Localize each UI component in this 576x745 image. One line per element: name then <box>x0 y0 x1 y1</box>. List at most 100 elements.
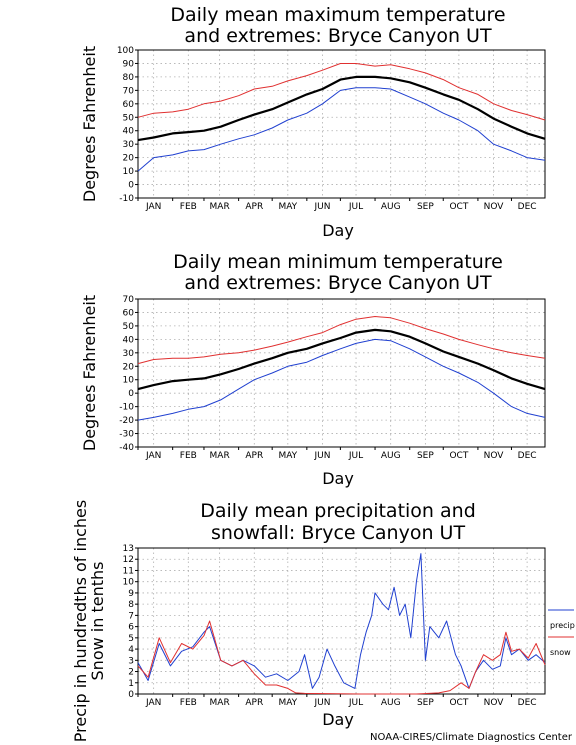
y-tick-label: 10 <box>123 167 135 177</box>
chart-title-line: and extremes: Bryce Canyon UT <box>184 25 492 47</box>
x-tick-label: NOV <box>484 202 505 212</box>
x-tick-label: APR <box>245 698 263 708</box>
y-tick-label: 0 <box>128 690 134 700</box>
y-tick-label: 7 <box>128 611 134 621</box>
y-tick-label: 70 <box>123 86 135 96</box>
grid <box>138 298 545 448</box>
x-tick-label: APR <box>245 202 263 212</box>
x-tick-label: DEC <box>518 698 537 708</box>
y-axis-label-line: Snow in tenths <box>88 562 107 681</box>
x-tick-label: FEB <box>180 202 197 212</box>
legend-label: snow <box>550 648 571 657</box>
y-tick-label: 0 <box>128 181 134 191</box>
y-axis-label: Degrees Fahrenheit <box>80 46 99 202</box>
series-line-precip <box>137 553 546 689</box>
x-axis-label: Day <box>322 221 354 240</box>
y-tick-label: -40 <box>119 443 134 453</box>
y-tick-label: 80 <box>123 73 135 83</box>
legend: precip snow <box>548 609 575 657</box>
y-axis-label-line: Precip in hundredths of inches <box>71 500 90 742</box>
x-tick-label: AUG <box>381 698 401 708</box>
x-tick-label: MAR <box>210 451 230 461</box>
x-tick-label: JUN <box>313 202 330 212</box>
y-tick-label: -30 <box>119 430 134 440</box>
x-tick-label: OCT <box>449 202 468 212</box>
x-tick-label: MAY <box>278 202 297 212</box>
y-tick-label: 5 <box>128 634 134 644</box>
x-tick-label: FEB <box>180 451 197 461</box>
plot-frame <box>137 547 546 695</box>
y-tick-label: 60 <box>123 308 135 318</box>
y-tick-label: 2 <box>128 668 134 678</box>
x-tick-label: JAN <box>145 698 161 708</box>
x-tick-label: MAR <box>210 202 230 212</box>
x-tick-label: AUG <box>381 451 401 461</box>
y-tick-label: 8 <box>128 600 134 610</box>
series-line-min <box>137 87 546 172</box>
y-tick-label: 12 <box>123 555 134 565</box>
x-tick-label: JAN <box>145 202 161 212</box>
y-tick-label: 9 <box>128 589 134 599</box>
series-line-mean <box>137 328 546 391</box>
y-tick-label: 20 <box>123 154 135 164</box>
x-tick-label: AUG <box>381 202 401 212</box>
y-tick-label: -20 <box>119 416 134 426</box>
y-tick-label: -10 <box>119 194 134 204</box>
x-tick-label: JUL <box>348 202 363 212</box>
y-tick-label: 3 <box>128 656 134 666</box>
y-tick-label: 30 <box>123 140 135 150</box>
y-tick-label: 13 <box>123 544 134 554</box>
x-tick-label: MAY <box>278 451 297 461</box>
series-line-max <box>137 316 546 365</box>
plot-frame <box>137 49 546 199</box>
x-tick-label: DEC <box>518 202 537 212</box>
y-tick-label: 70 <box>123 295 135 305</box>
x-tick-label: JUN <box>313 698 330 708</box>
y-tick-label: 100 <box>117 46 134 56</box>
x-tick-label: NOV <box>484 698 505 708</box>
x-tick-label: OCT <box>449 451 468 461</box>
chart-title-line: Daily mean maximum temperature <box>170 4 505 26</box>
x-tick-label: APR <box>245 451 263 461</box>
chart-title-line: Daily mean minimum temperature <box>173 251 503 273</box>
y-tick-label: 90 <box>123 59 135 69</box>
series-line-min <box>137 338 546 421</box>
x-tick-label: OCT <box>449 698 468 708</box>
y-tick-label: 6 <box>128 623 134 633</box>
credit-text: NOAA-CIRES/Climate Diagnostics Center <box>370 732 573 743</box>
x-tick-label: MAR <box>210 698 230 708</box>
series-line-snow <box>137 620 546 695</box>
y-tick-label: 60 <box>123 100 135 110</box>
grid <box>138 547 545 695</box>
plot-frame <box>137 298 546 448</box>
x-tick-label: JAN <box>145 451 161 461</box>
y-tick-label: 10 <box>123 376 135 386</box>
y-tick-label: 40 <box>123 335 135 345</box>
series-line-mean <box>137 75 546 142</box>
x-tick-label: JUL <box>348 451 363 461</box>
y-axis-label: Degrees Fahrenheit <box>80 295 99 451</box>
grid <box>138 49 545 199</box>
y-tick-label: -10 <box>119 403 134 413</box>
x-tick-label: MAY <box>278 698 297 708</box>
y-tick-label: 10 <box>123 578 135 588</box>
y-tick-label: 0 <box>128 389 134 399</box>
x-tick-label: SEP <box>417 202 434 212</box>
x-tick-label: FEB <box>180 698 197 708</box>
y-tick-label: 11 <box>123 566 134 576</box>
y-tick-label: 50 <box>123 322 135 332</box>
x-tick-label: DEC <box>518 451 537 461</box>
x-axis-label: Day <box>322 469 354 488</box>
y-tick-label: 40 <box>123 127 135 137</box>
x-tick-label: SEP <box>417 451 434 461</box>
legend-label: precip <box>550 621 575 630</box>
y-tick-label: 20 <box>123 362 135 372</box>
x-axis-label: Day <box>322 710 354 729</box>
y-tick-label: 30 <box>123 349 135 359</box>
y-tick-label: 50 <box>123 113 135 123</box>
y-tick-label: 1 <box>128 679 134 689</box>
